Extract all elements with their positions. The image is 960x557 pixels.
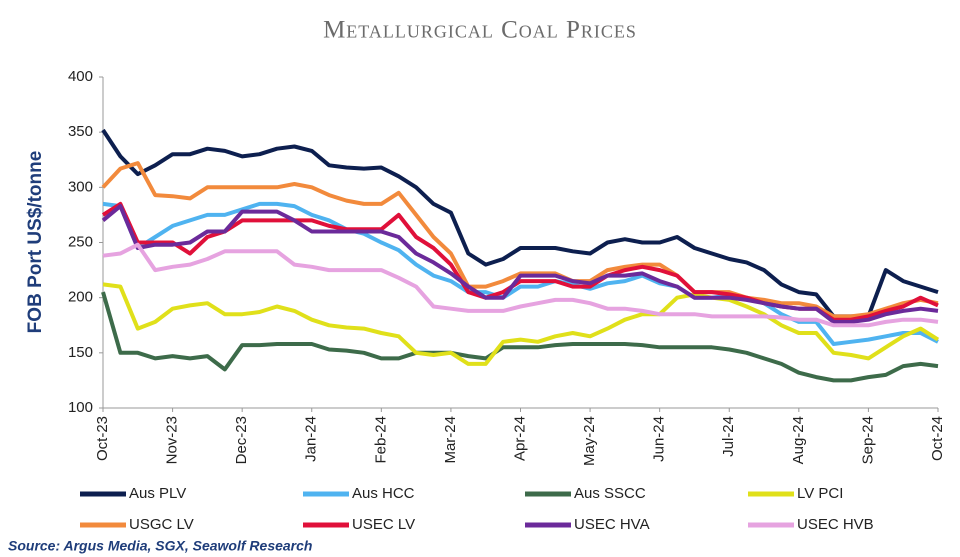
series-line [101,201,939,322]
x-tick-label: Jul-24 [720,416,737,457]
y-tick-label: 200 [68,289,93,306]
legend-label: USEC HVB [797,516,874,533]
legend-label: USEC HVA [574,516,650,533]
y-tick-label: 250 [68,233,93,250]
x-tick-label: Sep-24 [859,416,876,464]
x-tick-label: Jun-24 [651,416,668,462]
x-tick-label: Oct-23 [94,416,111,461]
y-tick-label: 300 [68,178,93,195]
x-tick-label: Oct-24 [929,416,946,461]
legend-label: USGC LV [129,516,194,533]
x-tick-label: Mar-24 [442,416,459,464]
x-tick-label: Feb-24 [372,416,389,464]
y-tick-label: 350 [68,123,93,140]
x-tick-label: Aug-24 [790,416,807,464]
legend-label: Aus HCC [352,485,415,502]
legend-label: LV PCI [797,485,843,502]
x-tick-label: Apr-24 [511,416,528,461]
y-axis-label: FOB Port US$/tonne [25,151,46,334]
x-tick-label: Nov-23 [164,416,181,464]
y-tick-label: 400 [68,68,93,85]
x-tick-label: Dec-23 [233,416,250,464]
y-tick-label: 100 [68,399,93,416]
series-line [101,291,939,383]
legend-label: USEC LV [352,516,415,533]
legend-label: Aus SSCC [574,485,646,502]
chart-title: Metallurgical Coal Prices [323,17,637,44]
series-line [102,242,939,328]
series-line [101,128,939,319]
x-tick-label: Jan-24 [303,416,320,462]
x-tick-label: May-24 [581,416,598,466]
series-line [102,282,940,366]
series-line [102,201,939,346]
y-tick-label: 150 [68,344,93,361]
series-line [101,204,939,324]
series-line [101,161,939,319]
legend-label: Aus PLV [129,485,186,502]
source: Source: Argus Media, SGX, Seawolf Resear… [8,538,312,554]
